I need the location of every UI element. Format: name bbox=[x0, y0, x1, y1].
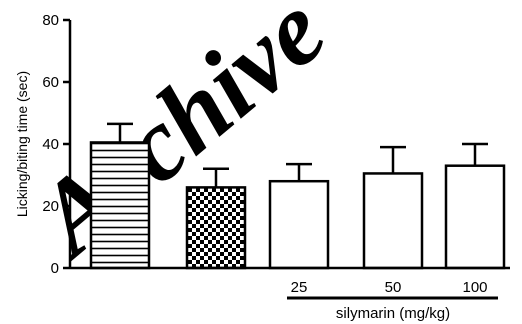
y-tick-label-2: 40 bbox=[42, 136, 59, 153]
y-tick-label-4: 80 bbox=[42, 12, 59, 29]
bar-4 bbox=[444, 164, 506, 270]
y-tick-label-1: 20 bbox=[42, 198, 59, 215]
bar-group-4 bbox=[444, 142, 506, 270]
bar-group-3 bbox=[362, 145, 424, 270]
x-tick-label-2: 25 bbox=[291, 279, 308, 296]
x-tick-label-3: 50 bbox=[385, 279, 402, 296]
bars bbox=[89, 122, 506, 270]
bar-0 bbox=[89, 141, 151, 270]
bar-1 bbox=[185, 186, 247, 270]
group-label: silymarin (mg/kg) bbox=[336, 305, 450, 322]
bar-3 bbox=[362, 172, 424, 270]
y-axis: 0 20 40 60 80 bbox=[42, 12, 72, 277]
x-axis: 25 50 100 bbox=[70, 266, 510, 296]
y-tick-label-0: 0 bbox=[51, 260, 59, 277]
bar-group-1 bbox=[185, 167, 247, 270]
x-tick-label-4: 100 bbox=[462, 279, 487, 296]
bar-group-0 bbox=[89, 122, 151, 270]
bar-2 bbox=[268, 179, 330, 270]
y-tick-label-3: 60 bbox=[42, 74, 59, 91]
bar-group-2 bbox=[268, 162, 330, 270]
y-axis-label: Licking/biting time (sec) bbox=[14, 71, 30, 217]
